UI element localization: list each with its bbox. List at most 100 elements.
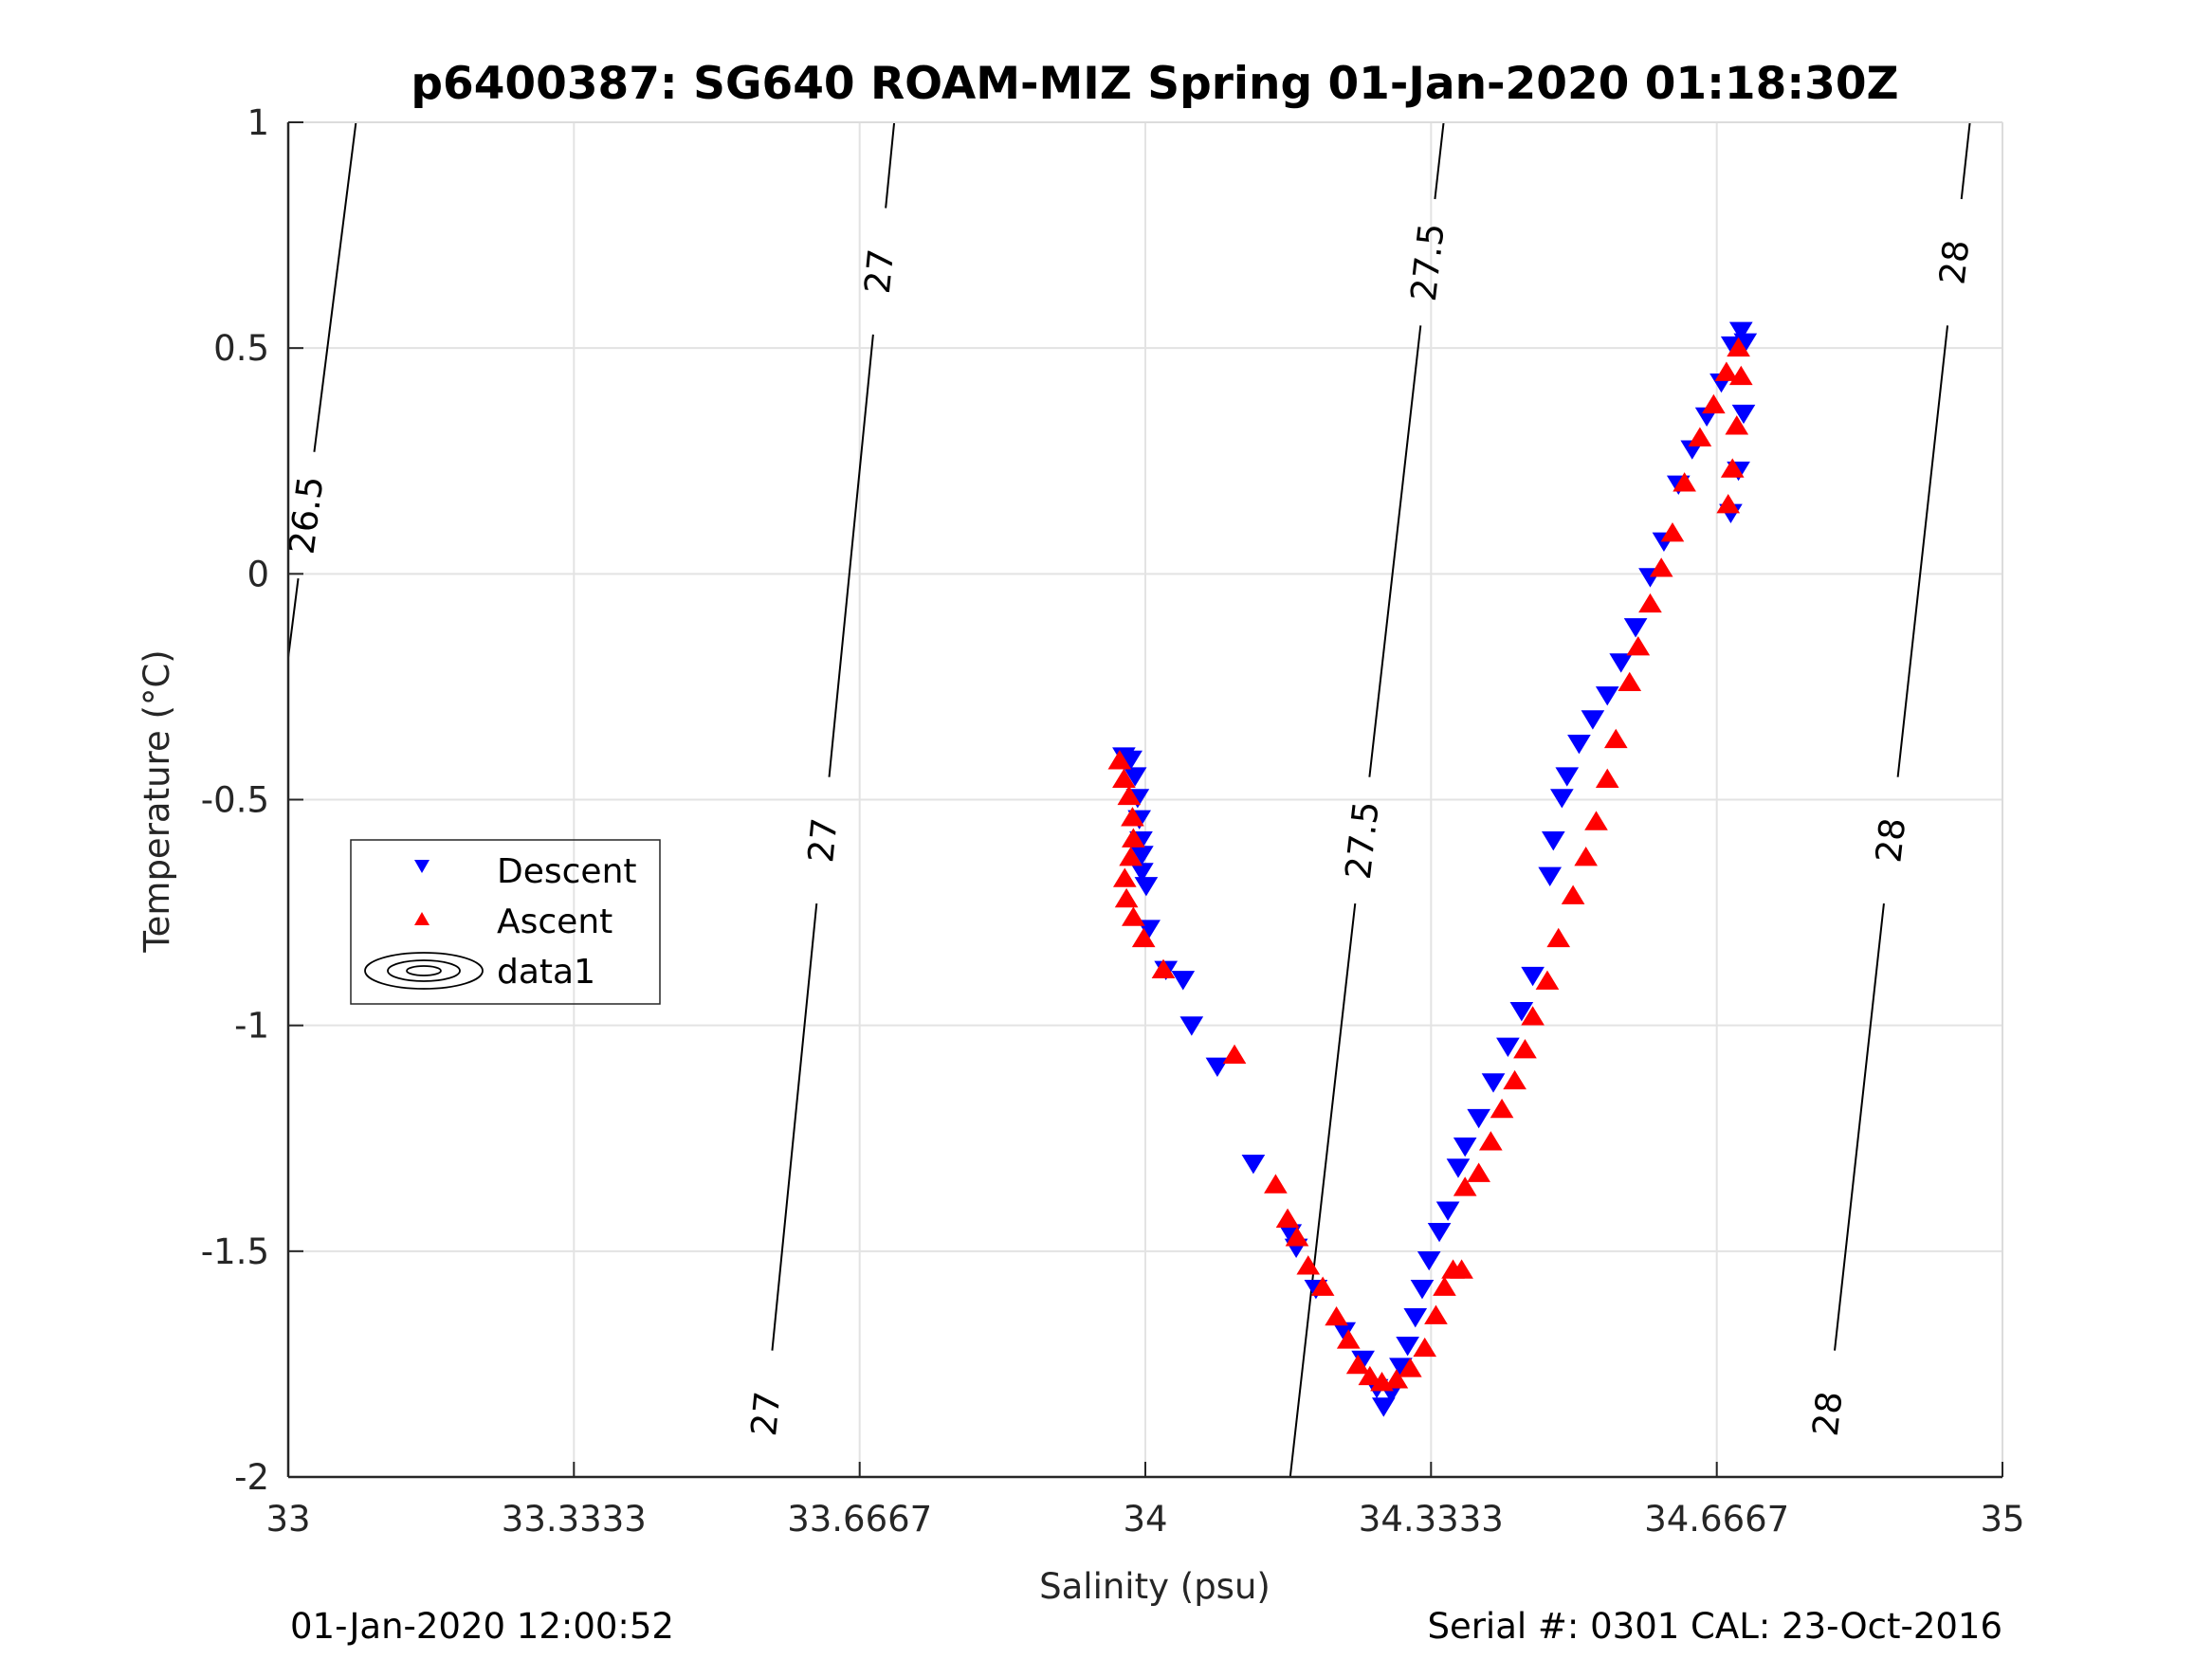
ascent-point <box>1112 867 1137 887</box>
ascent-point <box>1714 361 1739 381</box>
descent-point <box>1467 1108 1490 1129</box>
footer-serial-cal: Serial #: 0301 CAL: 23-Oct-2016 <box>1427 1606 2002 1647</box>
ascent-point <box>1119 847 1143 866</box>
descent-point <box>1179 1016 1204 1036</box>
ascent-point <box>1275 1208 1300 1228</box>
ascent-point <box>1660 522 1685 542</box>
ascent-point <box>1513 1038 1537 1059</box>
ascent-point <box>1720 458 1745 478</box>
ascent-point <box>1345 1354 1370 1375</box>
descent-point <box>1496 1037 1520 1057</box>
descent-point <box>1134 877 1159 897</box>
ascent-point <box>1107 750 1132 770</box>
legend-descent-marker-icon <box>414 860 430 873</box>
isopycnal-label: 27.5 <box>1338 799 1387 882</box>
ascent-point <box>1535 970 1560 990</box>
descent-point <box>1509 1002 1534 1022</box>
descent-point <box>1541 830 1565 851</box>
isopycnal-label: 27 <box>743 1390 788 1438</box>
descent-point <box>1446 1158 1471 1178</box>
descent-point <box>1521 966 1545 987</box>
legend-label-data1: data1 <box>497 953 595 992</box>
ascent-point <box>1595 768 1619 788</box>
descent-point <box>1538 866 1563 886</box>
footer-timestamp: 01-Jan-2020 12:00:52 <box>290 1606 674 1647</box>
x-tick-label: 33 <box>265 1499 310 1540</box>
descent-point <box>1728 321 1753 342</box>
descent-point <box>1417 1250 1441 1271</box>
y-tick-label: -0.5 <box>201 780 269 821</box>
descent-point <box>1550 789 1574 809</box>
y-tick-label: -1.5 <box>201 1231 269 1272</box>
isopycnal-label: 28 <box>1868 816 1913 866</box>
ascent-point <box>1453 1176 1477 1196</box>
isopycnal-label: 28 <box>1931 238 1977 287</box>
ascent-point <box>1296 1255 1321 1275</box>
ascent-point <box>1603 728 1628 749</box>
isopycnal-line-27.5 <box>1289 902 1357 1478</box>
ascent-point <box>1122 828 1145 848</box>
descent-point <box>1481 1073 1506 1093</box>
x-tick-label: 34 <box>1123 1499 1167 1540</box>
descent-point <box>1581 710 1605 730</box>
ascent-point <box>1112 768 1136 788</box>
ascent-point <box>1618 671 1642 692</box>
isopycnal-label: 26.5 <box>281 474 331 556</box>
x-tick-labels: 33 33.3333 33.6667 34 34.3333 34.6667 35 <box>265 1499 2024 1540</box>
x-tick-label: 34.3333 <box>1359 1499 1504 1540</box>
descent-point <box>1171 971 1196 991</box>
ascent-point <box>1490 1098 1514 1119</box>
ascent-point <box>1358 1365 1382 1386</box>
ascent-point <box>1584 811 1608 830</box>
y-axis-label: Temperature (°C) <box>137 649 177 953</box>
descent-point <box>1595 686 1619 706</box>
ascent-point <box>1310 1276 1335 1296</box>
ascent-point <box>1728 365 1753 386</box>
axes <box>286 121 2003 1479</box>
ascent-point <box>1121 807 1144 827</box>
ascent-point <box>1727 337 1750 357</box>
x-tick-label: 33.6667 <box>787 1499 932 1540</box>
ascent-point <box>1673 472 1696 492</box>
ascent-point <box>1725 415 1749 435</box>
descent-point <box>1555 767 1580 787</box>
legend-box <box>350 839 661 1005</box>
descent-point <box>1123 767 1147 787</box>
ascent-point <box>1649 557 1673 577</box>
data-markers <box>1107 321 1758 1417</box>
descent-point <box>1371 1397 1396 1417</box>
descent-point <box>1427 1222 1452 1243</box>
legend-label-descent: Descent <box>497 852 637 891</box>
ascent-point <box>1413 1337 1437 1358</box>
isopycnal-line-26.5 <box>313 121 357 452</box>
legend-ascent-marker-icon <box>414 912 430 925</box>
descent-point <box>1130 863 1154 883</box>
ascent-point <box>1222 1044 1247 1065</box>
ascent-point <box>1114 887 1139 908</box>
y-tick-label: -1 <box>234 1006 269 1047</box>
ascent-point <box>1131 927 1156 948</box>
legend: Descent Ascent data1 <box>350 839 661 1005</box>
descent-point <box>1567 735 1591 755</box>
isopycnal-line-27.5 <box>1434 121 1445 200</box>
x-tick-label: 34.6667 <box>1644 1499 1789 1540</box>
isopycnal-line-27.5 <box>1368 325 1422 777</box>
ascent-point <box>1688 427 1712 447</box>
isopycnal-line-27 <box>828 334 874 777</box>
ascent-point <box>1264 1174 1288 1194</box>
x-tick-label: 35 <box>1980 1499 2024 1540</box>
descent-point <box>1241 1155 1266 1175</box>
isopycnal-line-28 <box>1960 121 1971 200</box>
ascent-point <box>1122 906 1145 926</box>
ascent-point <box>1450 1259 1473 1279</box>
legend-label-ascent: Ascent <box>497 902 612 941</box>
ascent-point <box>1325 1305 1348 1326</box>
y-tick-label: -2 <box>234 1457 269 1498</box>
ascent-point <box>1478 1131 1503 1151</box>
descent-point <box>1609 653 1634 673</box>
chart-title: p6400387: SG640 ROAM-MIZ Spring 01-Jan-2… <box>411 58 1898 110</box>
ascent-point <box>1424 1304 1448 1324</box>
y-tick-label: 1 <box>247 102 269 143</box>
descent-point <box>1205 1057 1230 1077</box>
